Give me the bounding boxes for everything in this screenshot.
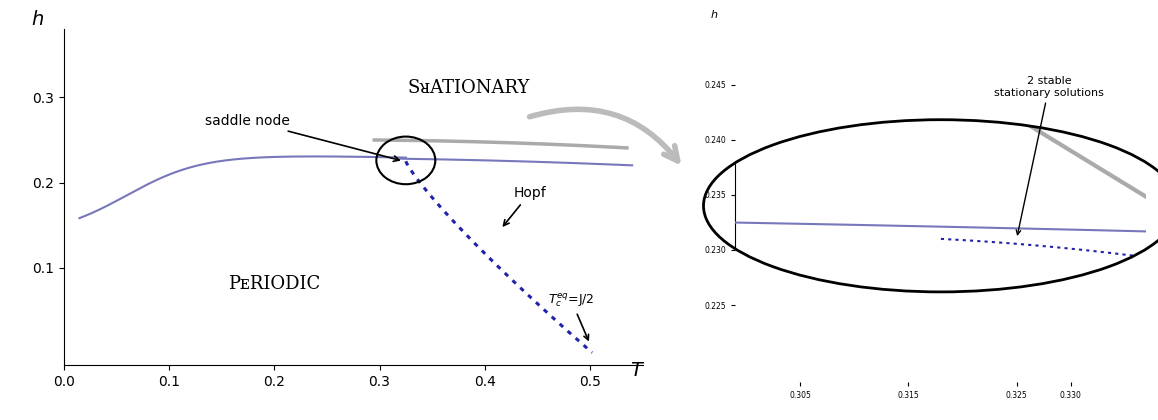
Text: $T_c^{eq}$=J/2: $T_c^{eq}$=J/2 — [548, 291, 594, 340]
Text: saddle node: saddle node — [205, 114, 400, 161]
Text: 2 stable
stationary solutions: 2 stable stationary solutions — [994, 76, 1104, 235]
Text: PᴇRIODIC: PᴇRIODIC — [228, 275, 321, 293]
Text: $T$: $T$ — [630, 362, 645, 381]
Text: Hopf: Hopf — [504, 186, 547, 226]
Text: SᴚATIONARY: SᴚATIONARY — [408, 79, 530, 97]
Text: $h$: $h$ — [710, 8, 718, 21]
Text: $h$: $h$ — [31, 10, 44, 29]
